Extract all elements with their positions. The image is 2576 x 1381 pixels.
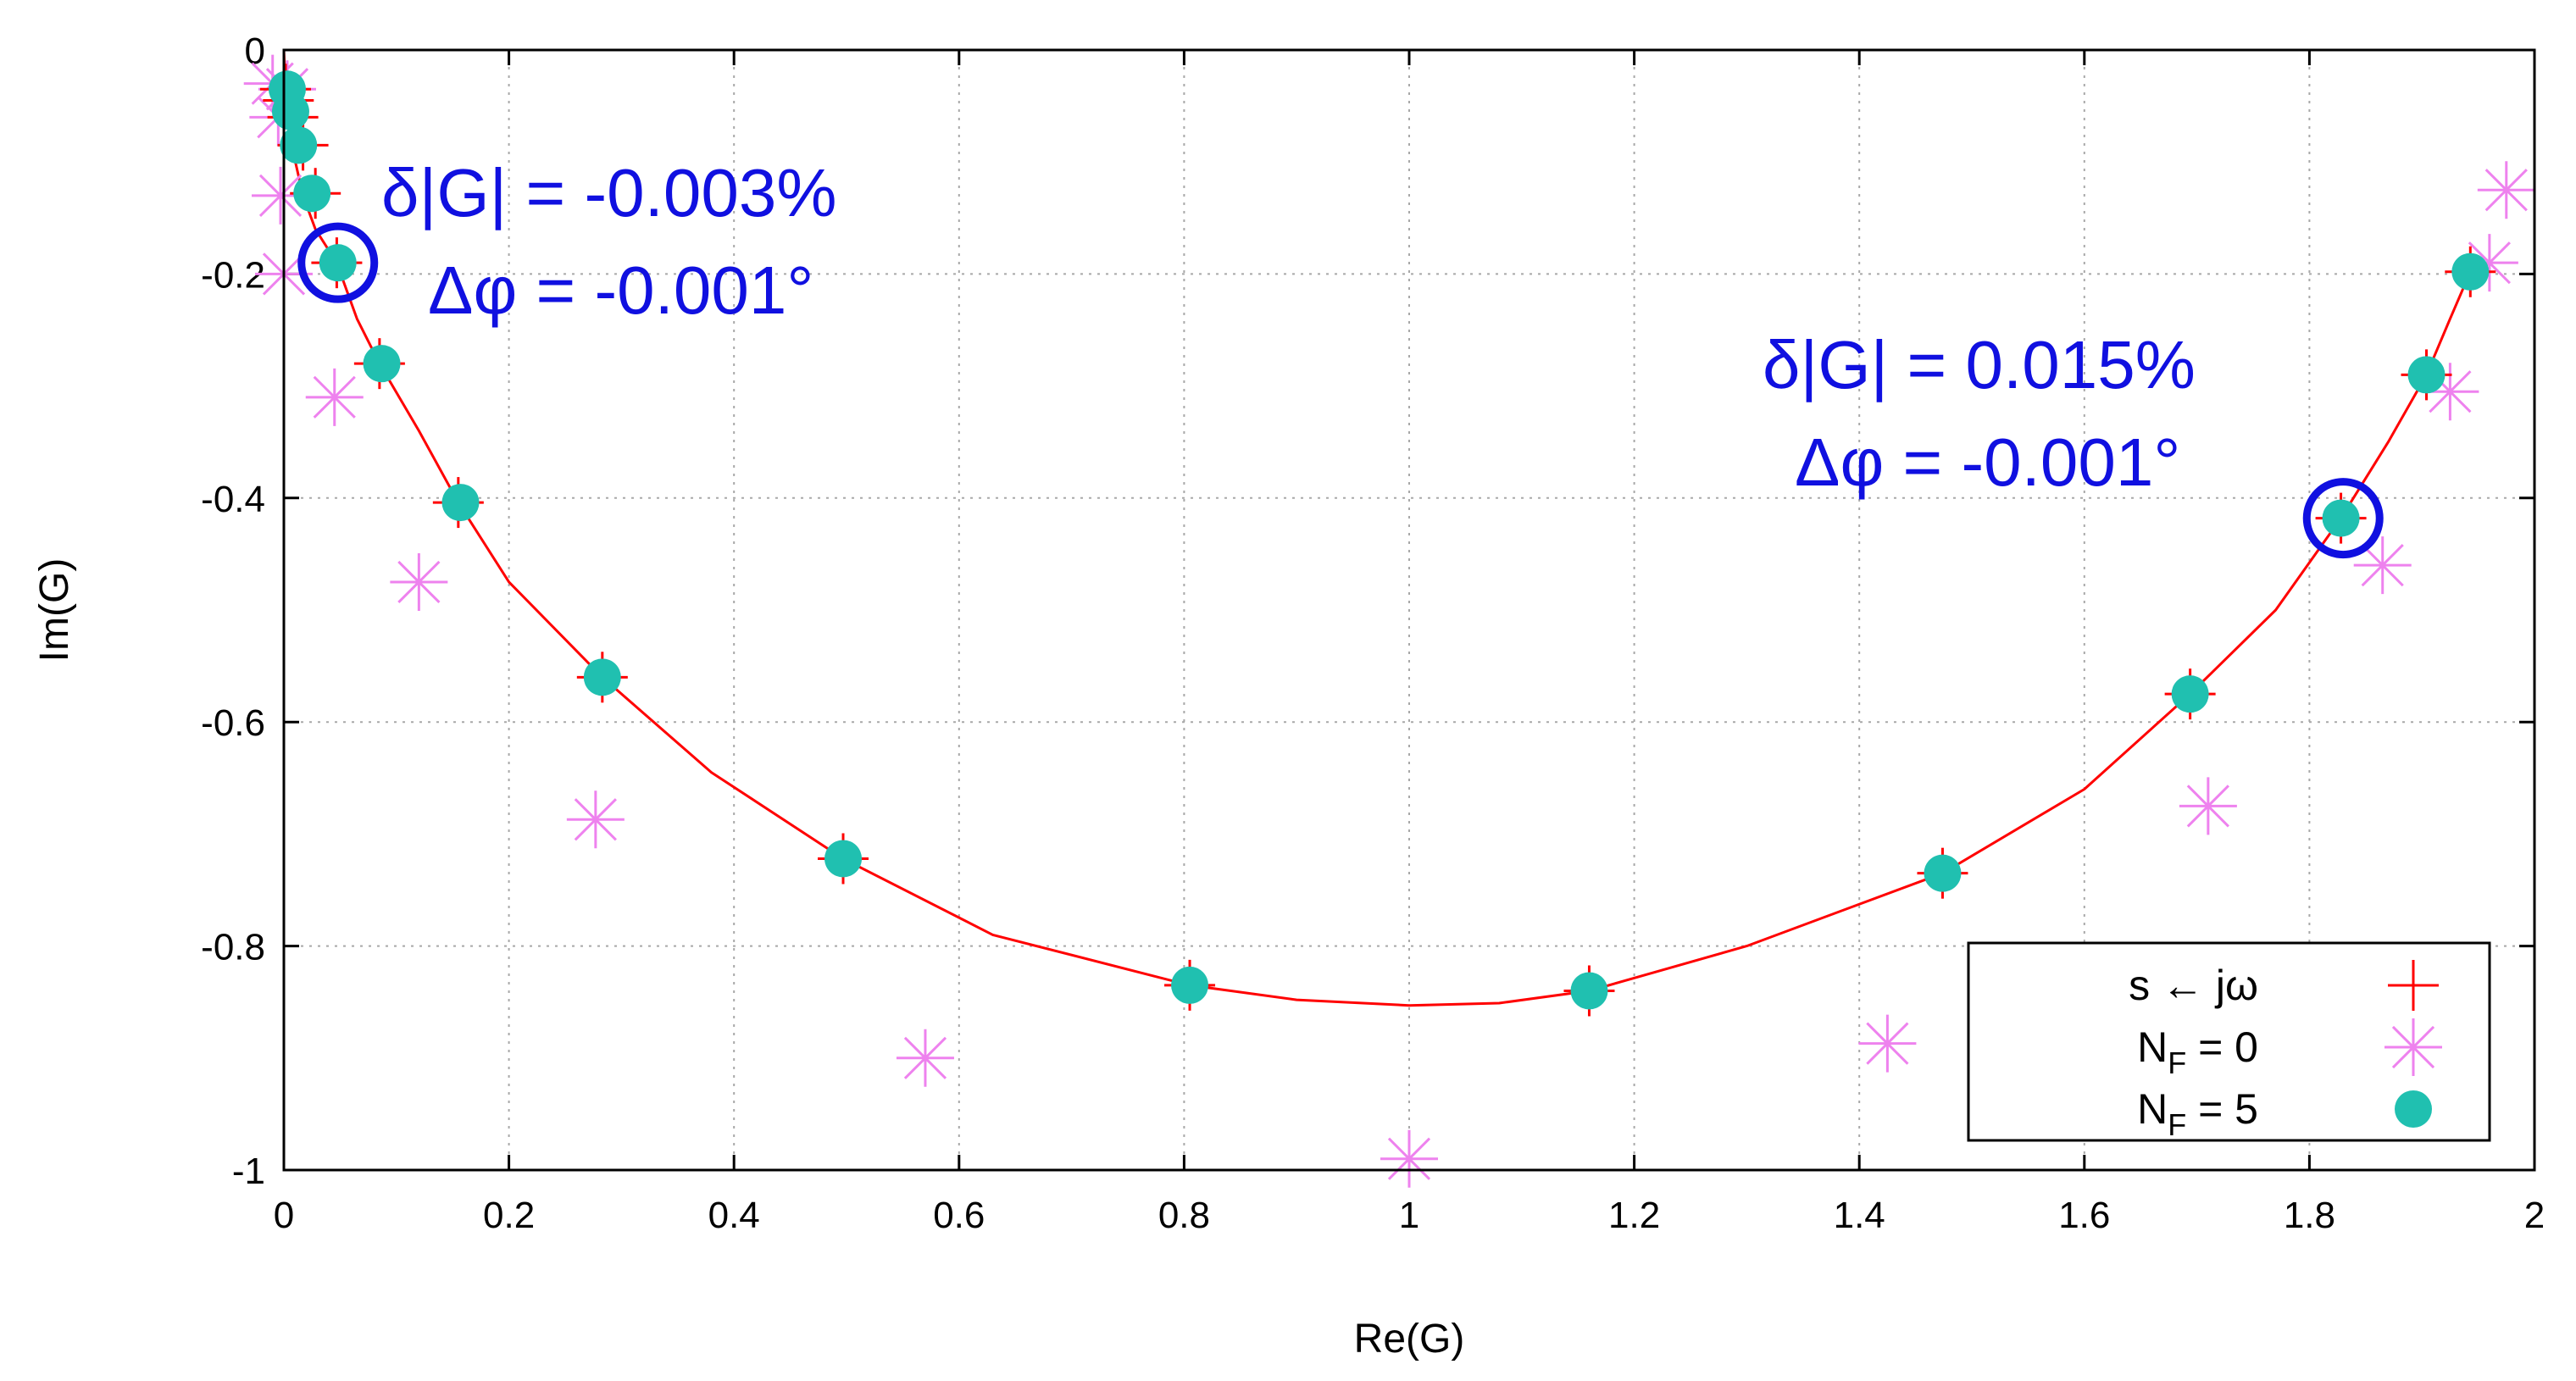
y-axis-title: Im(G) [32,558,77,663]
legend-marker-nf0 [2384,1018,2442,1076]
nf0-point [2353,536,2412,595]
highlight-circles [297,222,2384,559]
x-tick-label: 0.4 [708,1195,760,1236]
curve-layer [282,49,2472,1007]
nf0-point [305,368,364,426]
star-stroke [258,174,303,217]
x-tick-label: 1.8 [2284,1195,2335,1236]
y-tick-labels: 0-0.2-0.4-0.6-0.8-1 [201,31,265,1192]
nf5-point [293,175,331,213]
star-stroke [397,560,441,604]
nf5-point [1924,854,1962,892]
nf0-point [390,552,448,611]
annotation-right-phase: Δφ = -0.001° [1795,424,2180,500]
x-axis-title: Re(G) [1354,1317,1465,1362]
nf0-point [566,790,625,849]
star-stroke [1387,1137,1431,1180]
legend-label-nf5: NF = 5 [2137,1085,2258,1142]
nf5-point [2171,675,2209,713]
nf5-point [2407,356,2446,394]
legend-nf5-rest: = 5 [2186,1085,2258,1133]
annotation-right-magnitude: δ|G| = 0.015% [1763,327,2196,402]
star-stroke [2391,1025,2435,1069]
x-tick-label: 0.6 [933,1195,985,1236]
x-tick-label: 1.2 [1608,1195,1660,1236]
legend-markers [2384,960,2442,1128]
star-stroke [2484,169,2528,212]
nf0-point [1380,1129,1438,1188]
legend-nf0-base: N [2137,1023,2168,1071]
star-stroke [1866,1022,1909,1065]
nf5-point [1570,972,1608,1010]
legend-label-nf0: NF = 0 [2137,1023,2258,1080]
star-stroke [2361,544,2404,587]
nf5-point [280,126,318,164]
nf5-point [1171,966,1209,1004]
plot-frame [282,48,2536,1172]
nf5-point [363,345,401,383]
legend-nf5-base: N [2137,1085,2168,1133]
star-stroke [2186,785,2229,828]
nf5-point [271,92,309,130]
nf5-point [583,658,621,696]
nf5-point [441,484,480,522]
grid-lines [284,50,2534,1170]
y-tick-label: -0.8 [201,927,265,968]
x-tick-label: 0.8 [1158,1195,1210,1236]
legend-marker-jw [2388,960,2439,1011]
legend-label-jw: s ← jω [2129,962,2258,1009]
annotation-left-magnitude: δ|G| = -0.003% [381,155,836,230]
series-nf5-markers [268,70,2490,1010]
nf0-point [896,1029,954,1087]
highlight-circle [2302,478,2384,559]
nf5-point [2451,252,2490,291]
legend-nf0-subscript: F [2168,1045,2186,1080]
legend-nf0-rest: = 0 [2186,1023,2258,1071]
legend-marker-nf5 [2395,1090,2432,1128]
x-tick-labels: 0 0.2 0.4 0.6 0.8 1 1.2 1.4 1.6 1.8 2 [274,1195,2545,1236]
x-tick-label: 0 [274,1195,294,1236]
nf5-point [824,840,863,878]
y-tick-label: -1 [232,1151,265,1192]
x-tick-label: 1 [1399,1195,1419,1236]
y-tick-label: -0.2 [201,254,265,296]
y-tick-label: -0.4 [201,479,265,520]
star-stroke [2429,370,2472,413]
series-jw-curve [282,49,2472,1007]
x-tick-label: 1.6 [2058,1195,2110,1236]
nf5-point [319,244,357,282]
x-tick-label: 0.2 [483,1195,535,1236]
y-tick-label: -0.6 [201,702,265,744]
nf5-point [2322,499,2360,537]
annotation-left-phase: Δφ = -0.001° [428,252,813,328]
highlight-circle [297,222,379,303]
star-stroke [903,1036,947,1079]
nf0-point [2179,777,2237,835]
x-tick-label: 1.4 [1834,1195,1885,1236]
legend-nf5-subscript: F [2168,1107,2186,1142]
star-stroke [313,375,356,419]
x-tick-label: 2 [2524,1195,2545,1236]
nf0-point [1858,1014,1917,1073]
star-stroke [574,798,617,841]
nf0-point [2477,161,2535,219]
legend: s ← jω NF = 0 NF = 5 [1967,941,2491,1142]
